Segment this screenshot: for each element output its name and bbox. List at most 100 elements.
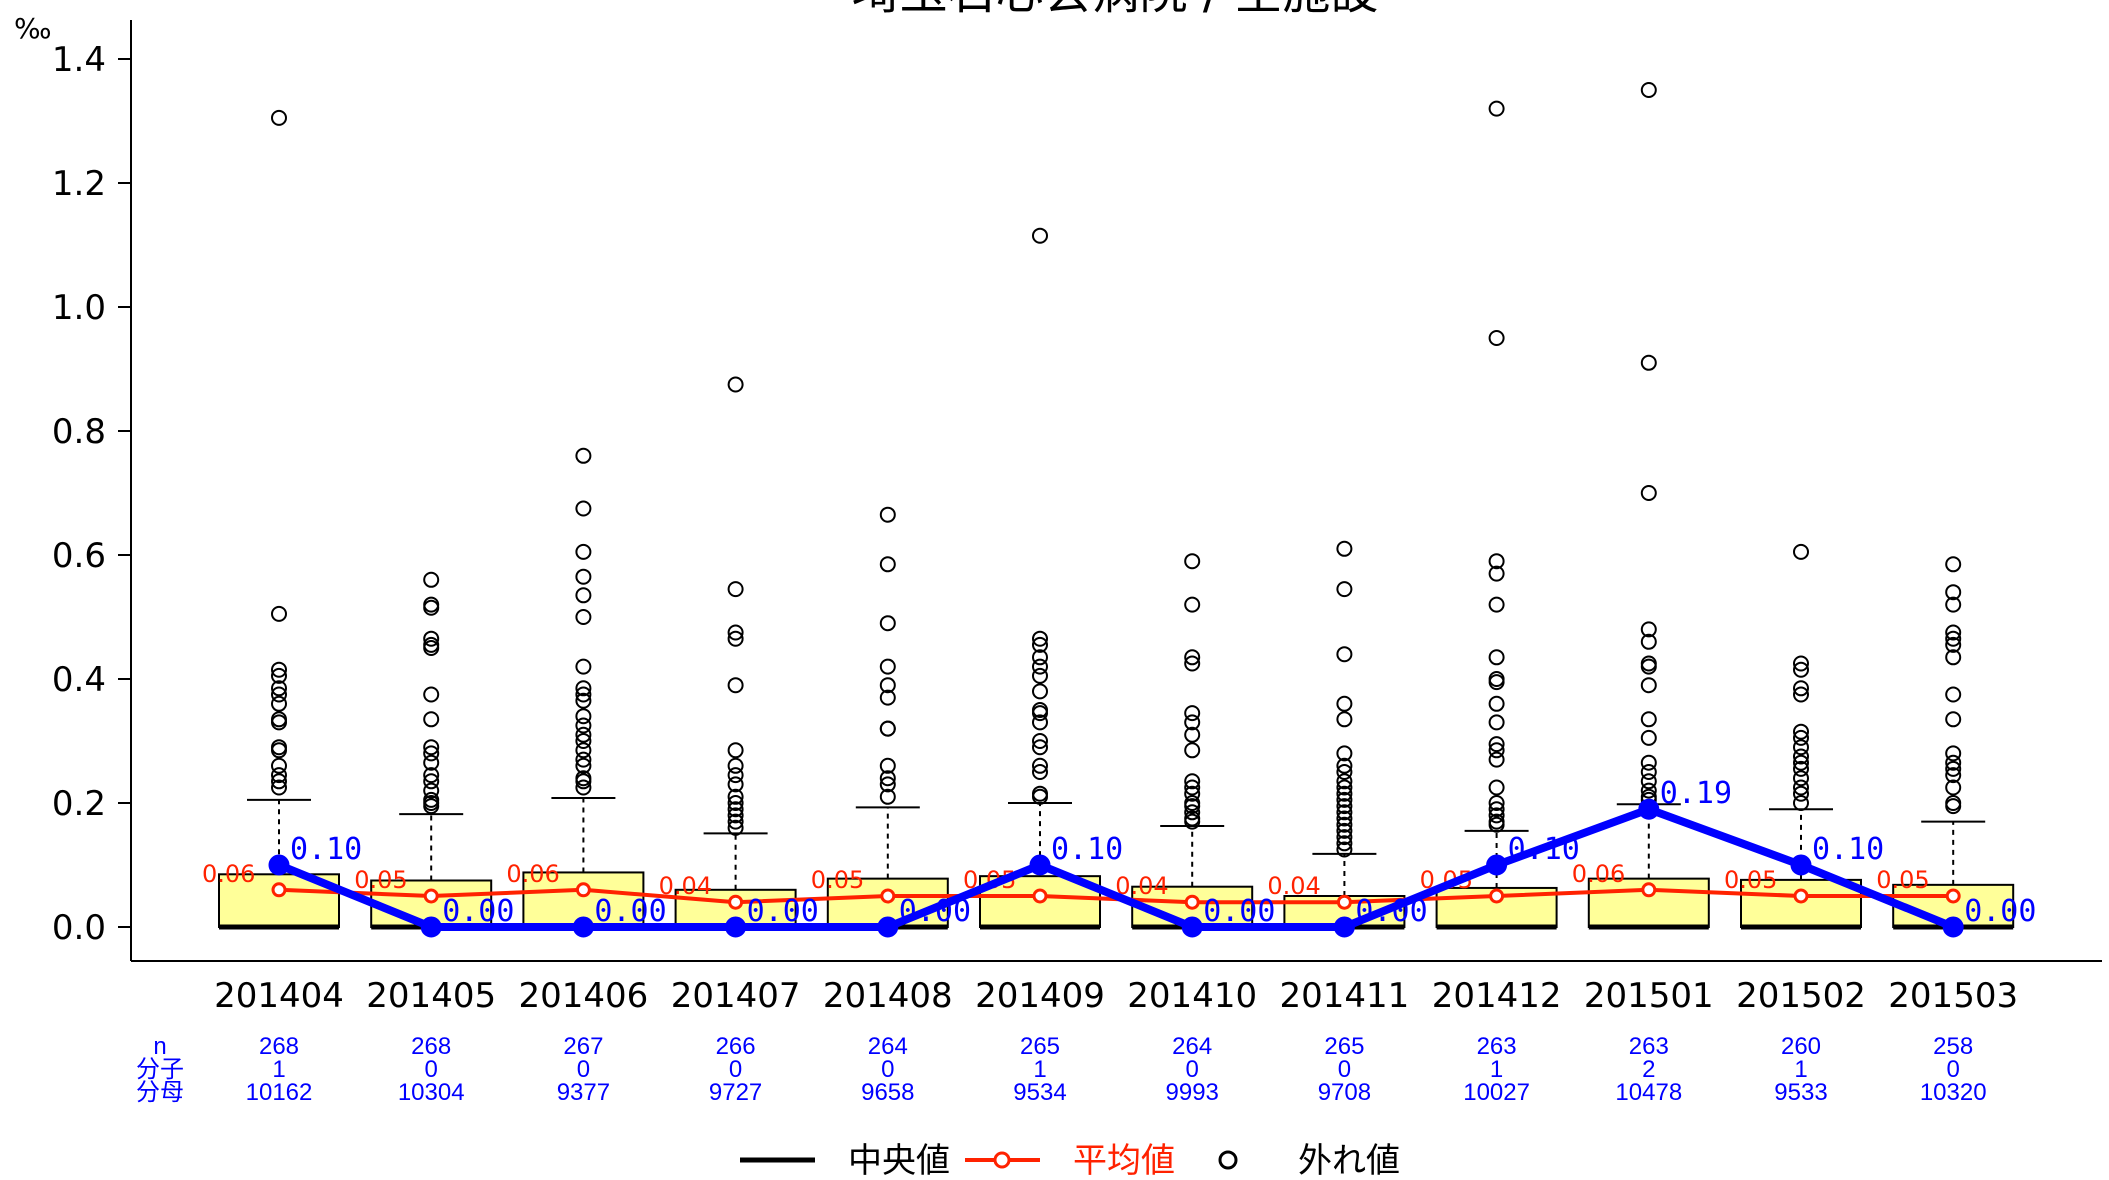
table-cell: 9708 xyxy=(1318,1079,1371,1106)
table-cell: 10162 xyxy=(246,1079,313,1106)
series-point-0 xyxy=(1790,854,1812,876)
series-point-1 xyxy=(728,894,744,910)
data-label: 0.05 xyxy=(811,866,864,894)
outlier-point xyxy=(1336,711,1353,728)
data-label: 0.10 xyxy=(290,832,362,867)
data-label: 0.04 xyxy=(1267,872,1320,900)
outlier-point xyxy=(271,767,287,784)
table-cell: 10304 xyxy=(398,1079,465,1106)
outlier-point xyxy=(1336,785,1353,802)
outlier-point xyxy=(271,779,287,796)
outlier-point xyxy=(1640,621,1657,638)
outlier-point xyxy=(879,788,896,805)
outlier-point xyxy=(1184,773,1201,790)
outlier-point xyxy=(575,686,592,703)
outlier-point xyxy=(1336,816,1353,833)
outlier-point xyxy=(1640,354,1657,371)
outlier-point xyxy=(575,726,592,743)
outlier-point xyxy=(271,711,287,728)
outlier-point xyxy=(1184,804,1201,821)
series-point-1 xyxy=(1793,888,1809,904)
data-label: 0.10 xyxy=(1812,832,1884,867)
outlier-point xyxy=(271,695,287,712)
outlier-point xyxy=(1336,835,1353,852)
outlier-point xyxy=(575,717,592,734)
outlier-point xyxy=(423,596,440,613)
outlier-point xyxy=(1793,795,1809,811)
y-unit-label: ‰ xyxy=(14,12,52,45)
x-tick-label: 201409 xyxy=(975,976,1105,1016)
outlier-point xyxy=(1793,770,1809,787)
outlier-point xyxy=(1640,773,1657,790)
outlier-point xyxy=(1488,801,1505,818)
outlier-point xyxy=(575,779,592,796)
outlier-point xyxy=(1336,646,1353,663)
data-label: 0.00 xyxy=(1964,894,2036,929)
outlier-point xyxy=(423,686,440,703)
data-label: 0.05 xyxy=(354,866,407,894)
outlier-point xyxy=(1793,754,1809,771)
table-cell: 0 xyxy=(1338,1056,1351,1083)
data-label: 0.00 xyxy=(899,894,971,929)
outlier-point xyxy=(1945,596,1962,613)
outlier-point xyxy=(879,770,896,787)
series-point-1 xyxy=(1032,888,1048,904)
outlier-point xyxy=(1336,779,1353,796)
series-point-0 xyxy=(572,916,594,938)
x-tick-label: 201404 xyxy=(214,976,344,1016)
outlier-point xyxy=(575,757,592,774)
outlier-point xyxy=(423,754,440,771)
x-tick-label: 201412 xyxy=(1432,976,1562,1016)
outlier-point xyxy=(271,680,287,697)
outlier-point xyxy=(1336,829,1353,846)
outlier-point xyxy=(879,615,896,632)
table-row-label: 分子 xyxy=(136,1056,184,1083)
outlier-point xyxy=(1793,779,1809,796)
data-label: 0.06 xyxy=(506,860,559,888)
outlier-point xyxy=(1488,779,1505,796)
outlier-point xyxy=(271,714,287,731)
legend-outlier-swatch xyxy=(1218,1150,1238,1170)
y-tick-label: 1.0 xyxy=(52,288,106,328)
series-point-1 xyxy=(1945,888,1961,904)
outlier-point xyxy=(271,757,287,774)
table-cell: 268 xyxy=(259,1033,299,1060)
outlier-point xyxy=(1184,655,1201,672)
table-cell: 260 xyxy=(1781,1033,1821,1060)
series-line-0 xyxy=(277,805,1955,931)
table-cell: 0 xyxy=(729,1056,742,1083)
outlier-point xyxy=(271,773,287,790)
outlier-point xyxy=(727,757,744,774)
outlier-point xyxy=(1945,686,1962,703)
table-cell: 265 xyxy=(1020,1033,1060,1060)
table-cell: 0 xyxy=(1186,1056,1199,1083)
x-tick-label: 201407 xyxy=(671,976,801,1016)
table-row-label: n xyxy=(153,1033,166,1060)
legend-median-label: 中央値 xyxy=(848,1141,950,1180)
outlier-point xyxy=(727,624,744,641)
outlier-point xyxy=(1032,683,1048,700)
outlier-point xyxy=(879,556,896,573)
outlier-point xyxy=(1184,714,1201,731)
outlier-point xyxy=(1336,540,1353,557)
y-tick-label: 1.2 xyxy=(52,164,106,204)
outlier-point xyxy=(1336,810,1353,827)
outlier-point xyxy=(1945,760,1962,777)
series-point-0 xyxy=(420,916,442,938)
outlier-point xyxy=(879,776,896,793)
outlier-point xyxy=(271,686,287,703)
series-point-0 xyxy=(1333,916,1355,938)
outlier-point xyxy=(1793,729,1809,746)
outlier-point xyxy=(575,500,592,517)
table-cell: 10478 xyxy=(1615,1079,1682,1106)
series-point-1 xyxy=(1336,894,1352,910)
y-tick-label: 0.0 xyxy=(52,908,106,948)
outlier-point xyxy=(1336,841,1353,858)
outlier-point xyxy=(1488,751,1505,768)
table-cell: 0 xyxy=(577,1056,590,1083)
x-tick-label: 201406 xyxy=(519,976,649,1016)
outlier-point xyxy=(423,599,440,616)
outlier-point xyxy=(727,776,744,793)
y-tick-label: 0.4 xyxy=(52,660,106,700)
series-point-0 xyxy=(1942,916,1964,938)
